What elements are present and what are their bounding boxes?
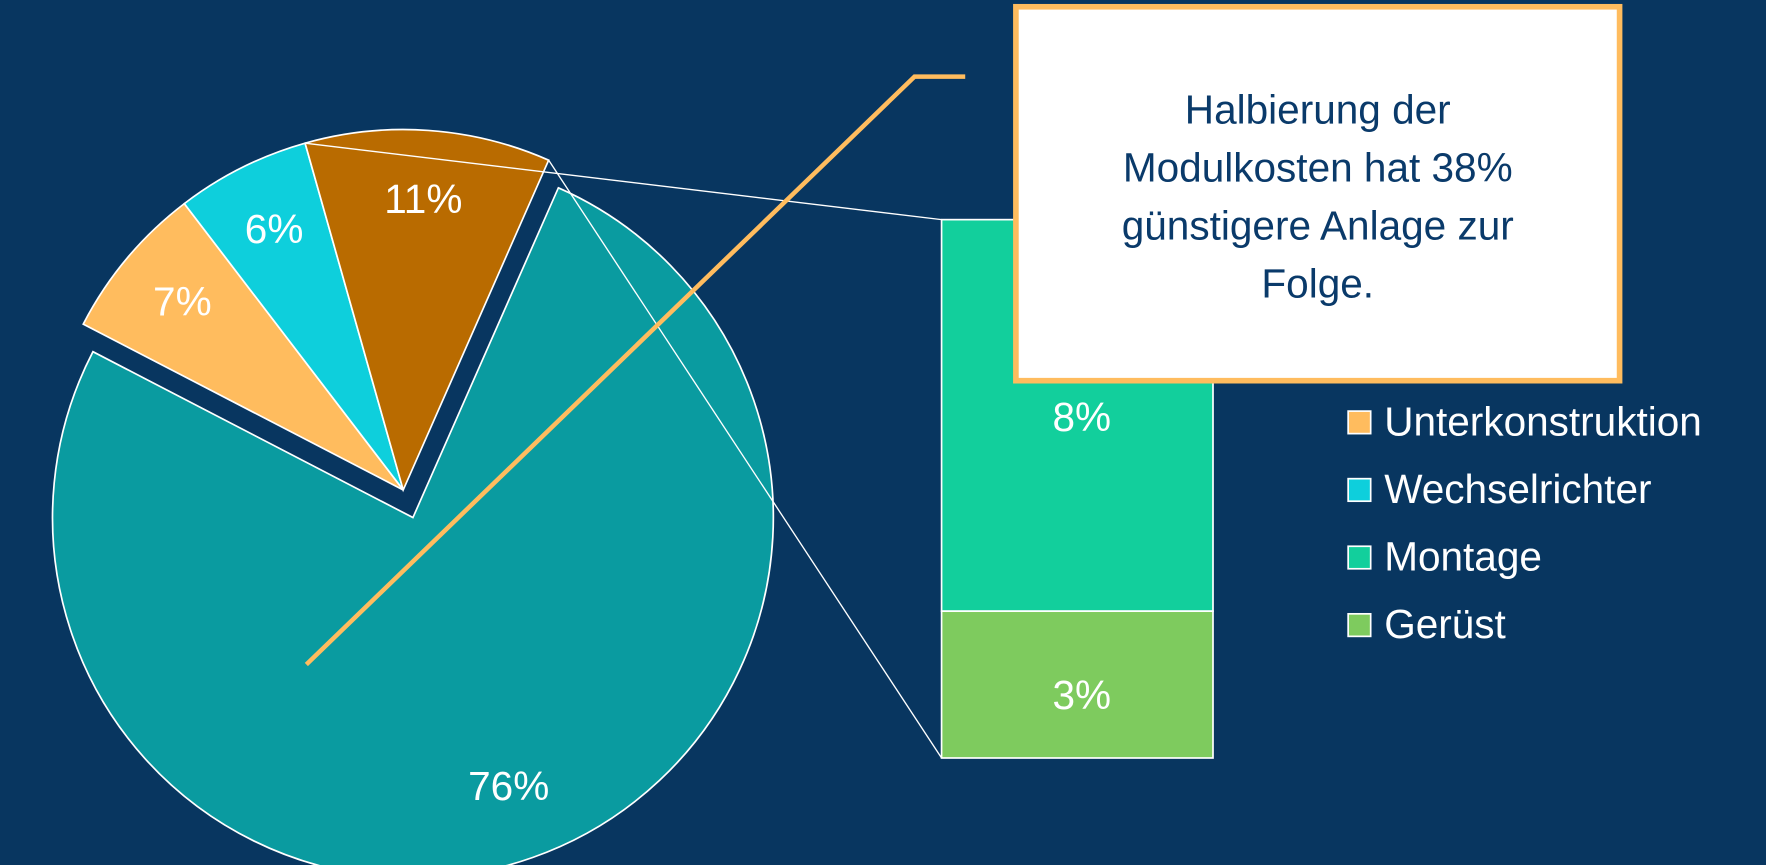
annotation: Modulkosten hat 38%: [1123, 144, 1513, 190]
callout-box: [1013, 3, 1623, 384]
legend-label: Gerüst: [1384, 601, 1506, 647]
annotation: günstigere Anlage zur: [1122, 202, 1514, 248]
annotation: Folge.: [1261, 260, 1374, 306]
data-label: 76%: [468, 763, 549, 809]
legend-label: Montage: [1384, 533, 1542, 579]
annotation: Halbierung der: [1185, 86, 1451, 132]
pie-slice: [51, 186, 775, 865]
bar-segment: [940, 610, 1214, 759]
legend-swatch: [1347, 612, 1372, 638]
legend-swatch: [1347, 477, 1372, 503]
legend-swatch: [1347, 410, 1372, 435]
data-label: 6%: [245, 206, 304, 252]
pie-slice: [82, 202, 404, 491]
data-label: 11%: [384, 176, 462, 222]
pie-slice: [304, 128, 550, 493]
data-label: 8%: [1052, 394, 1111, 440]
connector: [548, 159, 943, 759]
legend-label: Wechselrichter: [1384, 466, 1651, 512]
data-label: 3%: [1052, 672, 1111, 718]
callout-line: [304, 74, 966, 667]
pie-slice: [183, 142, 405, 491]
data-label: 7%: [153, 278, 212, 324]
connector: [304, 142, 942, 221]
legend-label: Unterkonstruktion: [1384, 398, 1702, 444]
legend-swatch: [1347, 545, 1372, 570]
